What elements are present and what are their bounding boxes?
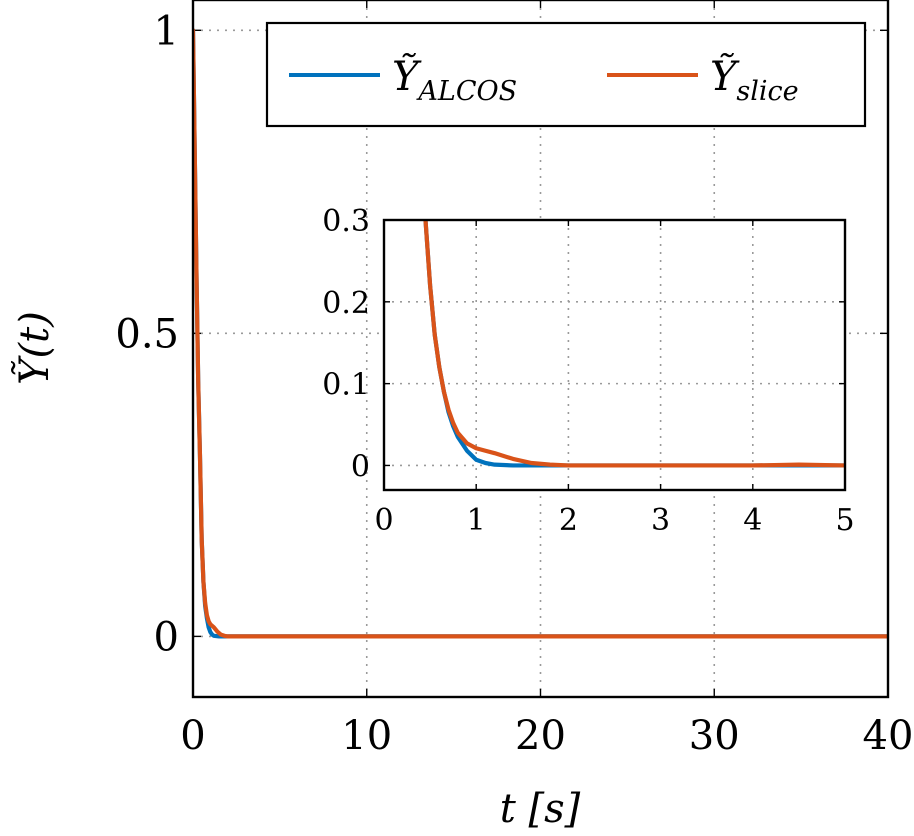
inset-x-tick-label: 4 [743,503,762,538]
main-x-tick-label: 20 [515,713,566,759]
main-x-tick-label: 10 [341,713,392,759]
legend-label-alcos: ỸALCOS [392,53,517,107]
inset-x-tick-label: 5 [835,503,854,538]
legend: ỸALCOS Ỹslice [265,21,867,128]
legend-label-slice-main: Ỹ [710,53,740,100]
legend-label-alcos-main: Ỹ [392,53,422,100]
inset-x-tick-label: 2 [559,503,578,538]
y-axis-title: Ỹ(t) [11,311,58,385]
main-x-tick-label: 0 [180,713,205,759]
inset-tick-labels: 0 1 2 3 4 5 0 0.1 0.2 0.3 [322,204,854,538]
legend-label-slice: Ỹslice [710,53,799,107]
inset-y-tick-label: 0 [351,449,370,484]
main-y-tick-label: 1 [154,8,179,54]
main-x-tick-label: 40 [863,713,914,759]
legend-label-alcos-sub: ALCOS [415,76,517,107]
main-y-tick-label: 0 [154,614,179,660]
inset-y-tick-label: 0.3 [322,204,370,239]
main-series-lines [193,28,888,639]
main-series-line-slice [193,28,888,639]
inset-y-tick-label: 0.1 [322,368,370,403]
main-y-tick-label: 0.5 [115,311,179,357]
main-plot-frame [191,0,890,699]
inset-x-tick-label: 1 [467,503,486,538]
inset-plot-frame [382,218,847,492]
inset-x-tick-label: 3 [651,503,670,538]
inset-y-tick-label: 0.2 [322,286,370,321]
inset-series-lines [423,220,845,468]
main-x-tick-label: 30 [689,713,740,759]
inset-plot: 0 1 2 3 4 5 0 0.1 0.2 0.3 [322,204,854,538]
inset-background [384,220,845,490]
legend-label-slice-sub: slice [736,76,798,107]
inset-series-line-slice [423,220,845,468]
x-axis-title: t [s] [500,786,581,832]
inset-x-tick-label: 0 [374,503,393,538]
